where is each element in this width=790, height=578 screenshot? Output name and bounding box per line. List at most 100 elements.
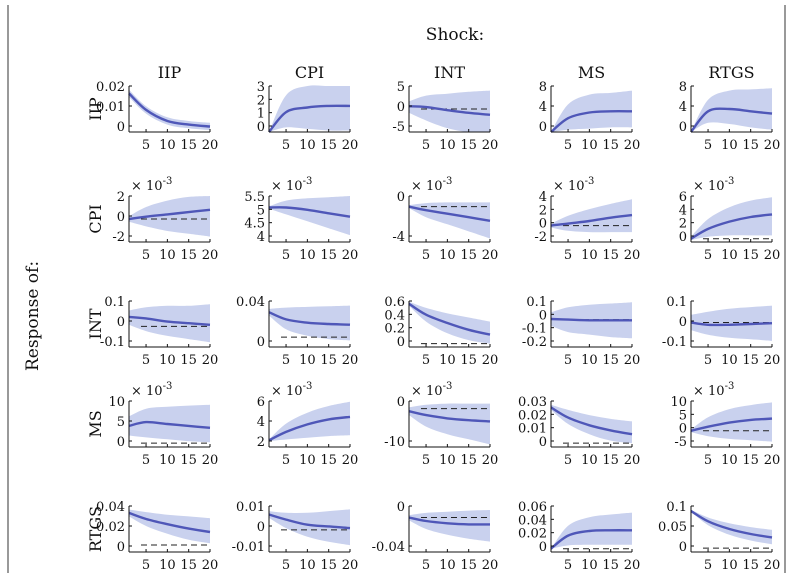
impulse-response-line: [268, 104, 351, 133]
y-tick-label: 0.01: [96, 100, 125, 115]
x-tick-label: 10: [721, 353, 738, 368]
exponent-label: × 10-3: [693, 176, 734, 194]
x-tick-label: 5: [422, 248, 430, 263]
x-tick-label: 20: [764, 353, 781, 368]
y-tick-label: -0.1: [522, 322, 547, 337]
panel-cpi-to-ms: 420-25 10 15 20× 10-3: [534, 176, 640, 263]
x-tick-label: 10: [721, 558, 738, 573]
x-tick-label: 10: [299, 353, 316, 368]
y-tick-label: 0.05: [658, 520, 687, 535]
y-tick-label: 0: [117, 315, 125, 330]
y-tick-label: 0: [539, 308, 547, 323]
impulse-response-line: [550, 110, 633, 133]
impulse-response-line: [690, 321, 773, 327]
x-tick-label: 10: [721, 138, 738, 153]
y-tick-label: 0: [117, 210, 125, 225]
confidence-band: [691, 509, 772, 545]
confidence-band: [409, 510, 490, 542]
panel-ms-to-int: 0 -10 5 10 15 20 × 10-3: [384, 381, 498, 468]
x-tick-label: 20: [624, 138, 641, 153]
y-tick-label: 0: [117, 435, 125, 450]
y-tick-label: 4: [679, 100, 687, 115]
impulse-response-line: [408, 302, 491, 336]
x-tick-label: 15: [460, 558, 477, 573]
x-tick-label: 20: [764, 558, 781, 573]
x-tick-label: 15: [320, 453, 337, 468]
y-tick-label: 4: [257, 230, 265, 245]
y-tick-label: -10: [384, 435, 405, 450]
y-tick-label: -0.01: [232, 540, 265, 555]
panel-int-to-ms: 0.10-0.1-0.2 5 10 15 20: [522, 295, 640, 368]
impulse-response-line: [268, 415, 351, 442]
panel-grid: IIP CPI INT MS RTGSIIPCPIINTMSRTGS0.020.0105…: [86, 63, 780, 573]
y-tick-label: 0.1: [666, 500, 687, 515]
x-tick-label: 10: [439, 353, 456, 368]
x-tick-label: 15: [460, 138, 477, 153]
exponent-label: × 10-3: [553, 176, 594, 194]
x-tick-label: 5: [282, 558, 290, 573]
impulse-response-line: [268, 206, 351, 218]
x-tick-label: 5: [704, 353, 712, 368]
panel-ms-to-ms: 0.030.020.010 5 10 15 20: [518, 395, 640, 468]
exponent-label: × 10-3: [131, 176, 172, 194]
y-tick-label: 8: [539, 80, 547, 95]
x-tick-label: 5: [564, 138, 572, 153]
x-tick-label: 20: [764, 248, 781, 263]
y-tick-label: 0.01: [518, 422, 547, 437]
y-tick-label: 0.04: [236, 295, 265, 310]
impulse-response-line: [550, 406, 633, 436]
y-tick-label: 0: [539, 540, 547, 555]
y-tick-label: 2: [257, 93, 265, 108]
shock-header: Shock:: [426, 25, 484, 45]
x-tick-label: 10: [299, 248, 316, 263]
y-tick-label: 0: [397, 100, 405, 115]
x-tick-label: 20: [624, 248, 641, 263]
impulse-response-line: [690, 107, 773, 133]
x-tick-label: 10: [299, 453, 316, 468]
y-tick-label: 0: [257, 520, 265, 535]
panel-rtgs-to-cpi: 0.01 0 -0.01 5 10 15 20: [232, 500, 359, 573]
panel-cpi-to-int: 0 -4 5 10 15 20 × 10-3: [392, 176, 498, 263]
panel-iip-to-ms: 8 4 0 5 10 15 20: [539, 80, 641, 153]
y-tick-label: 0: [397, 395, 405, 410]
y-tick-label: 0.1: [104, 295, 125, 310]
x-tick-label: 20: [624, 353, 641, 368]
x-tick-label: 20: [202, 248, 219, 263]
x-tick-label: 10: [581, 558, 598, 573]
panel-rtgs-to-iip: 0.04 0.02 0 5 10 15 20: [96, 500, 218, 573]
response-label-ms: MS: [86, 410, 105, 437]
impulse-response-line: [408, 516, 491, 526]
x-tick-label: 10: [299, 558, 316, 573]
exponent-label: × 10-3: [271, 176, 312, 194]
y-tick-label: 0: [257, 120, 265, 135]
impulse-response-line: [690, 213, 773, 240]
x-tick-label: 20: [482, 353, 499, 368]
y-tick-label: 0.04: [96, 500, 125, 515]
x-tick-label: 10: [721, 248, 738, 263]
x-tick-label: 20: [342, 558, 359, 573]
x-tick-label: 10: [159, 558, 176, 573]
x-tick-label: 15: [742, 138, 759, 153]
panel-iip-to-iip: 0.02 0.01 0 5 10 15 20: [96, 80, 218, 153]
y-tick-label: 0.02: [518, 408, 547, 423]
x-tick-label: 10: [159, 138, 176, 153]
x-tick-label: 10: [439, 138, 456, 153]
exponent-label: × 10-3: [411, 381, 452, 399]
x-tick-label: 5: [282, 453, 290, 468]
y-tick-label: -2: [534, 230, 547, 245]
x-tick-label: 5: [704, 138, 712, 153]
response-label-cpi: CPI: [86, 204, 105, 233]
y-tick-label: 3: [257, 80, 265, 95]
x-tick-label: 20: [342, 248, 359, 263]
response-label-int: INT: [86, 308, 105, 339]
y-tick-label: -5: [392, 120, 405, 135]
y-tick-label: 2: [539, 203, 547, 218]
y-tick-label: 6: [257, 395, 265, 410]
x-tick-label: 5: [704, 558, 712, 573]
x-tick-label: 5: [142, 248, 150, 263]
panel-ms-to-iip: 10 5 0 5 10 15 20 × 10-3: [108, 381, 218, 468]
